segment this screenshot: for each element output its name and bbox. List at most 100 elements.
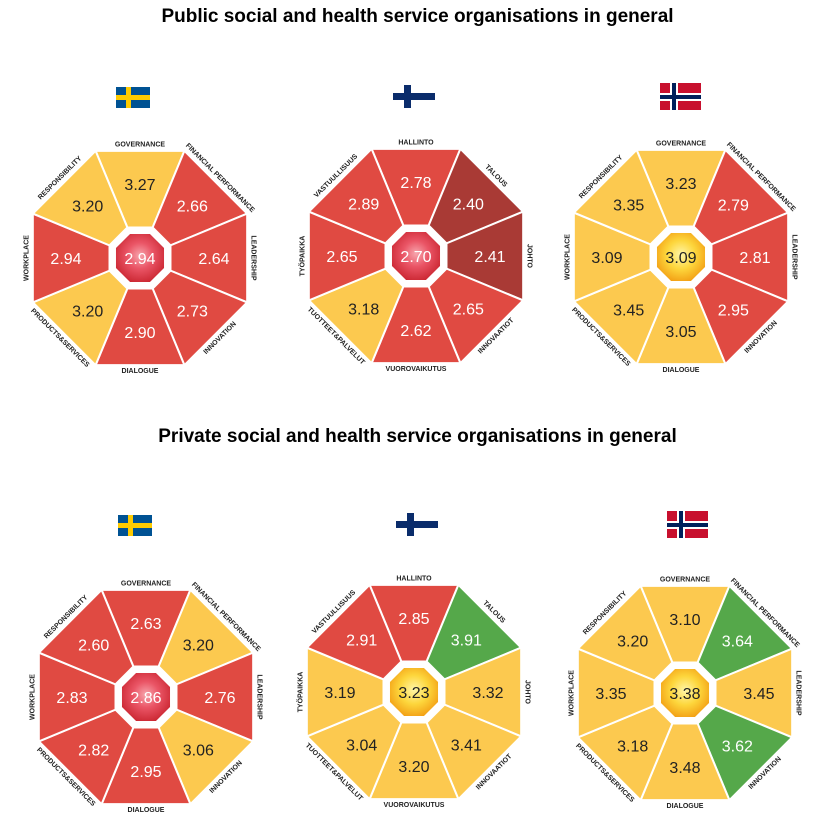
dimension-label-dialogue: DIALOGUE — [667, 803, 704, 810]
segment-responsibility — [31, 149, 129, 247]
sweden-flag — [116, 87, 150, 108]
segment-value: 3.20 — [72, 199, 103, 216]
center-average — [660, 668, 710, 718]
segment-value: 3.45 — [613, 302, 644, 319]
finland-flag — [396, 513, 438, 536]
segment-responsibility — [572, 148, 670, 246]
segment-value: 3.10 — [669, 612, 700, 629]
dimension-label-johto: JOHTO — [525, 244, 532, 269]
center-value: 2.86 — [130, 690, 161, 707]
segment-value: 3.35 — [595, 686, 626, 703]
segment-value: 2.78 — [400, 175, 431, 192]
center-value: 2.70 — [400, 249, 431, 266]
dimension-label-työpaikka: TYÖPAIKKA — [298, 236, 307, 277]
segment-value: 3.35 — [613, 198, 644, 215]
dimension-label-workplace: WORKPLACE — [569, 670, 576, 716]
segment-value: 2.89 — [348, 197, 379, 214]
dimension-label-workplace: WORKPLACE — [30, 674, 37, 720]
segment-value: 2.60 — [78, 638, 109, 655]
segment-value: 2.41 — [474, 249, 505, 266]
segment-value: 2.94 — [50, 251, 81, 268]
center-average — [391, 231, 441, 281]
segment-value: 2.63 — [130, 616, 161, 633]
segment-value: 2.73 — [177, 303, 208, 320]
segment-vastuullisuus — [305, 583, 403, 681]
segment-value: 2.65 — [453, 301, 484, 318]
dimension-label-governance: GOVERNANCE — [115, 142, 166, 149]
segment-value: 3.91 — [451, 633, 482, 650]
segment-value: 2.85 — [398, 611, 429, 628]
segment-value: 3.19 — [324, 685, 355, 702]
segment-value: 3.48 — [669, 760, 700, 777]
segment-value: 2.79 — [718, 198, 749, 215]
dimension-label-dialogue: DIALOGUE — [128, 807, 165, 814]
dimension-label-vuorovaikutus: VUOROVAIKUTUS — [384, 802, 445, 809]
segment-value: 2.95 — [718, 302, 749, 319]
sweden-flag — [118, 515, 152, 536]
segment-value: 2.62 — [400, 323, 431, 340]
dimension-label-governance: GOVERNANCE — [656, 141, 707, 148]
segment-value: 2.65 — [326, 249, 357, 266]
center-average — [656, 232, 706, 282]
dimension-label-governance: GOVERNANCE — [660, 577, 711, 584]
norway-flag — [667, 511, 708, 538]
dimension-label-workplace: WORKPLACE — [24, 235, 31, 281]
segment-value: 3.18 — [348, 301, 379, 318]
segment-value: 3.41 — [451, 737, 482, 754]
dimension-label-governance: GOVERNANCE — [121, 581, 172, 588]
segment-value: 2.95 — [130, 764, 161, 781]
norway-flag — [660, 83, 701, 110]
segment-value: 3.32 — [472, 685, 503, 702]
segment-value: 3.04 — [346, 737, 377, 754]
dimension-label-leadership: LEADERSHIP — [790, 234, 797, 279]
dimension-label-leadership: LEADERSHIP — [794, 670, 801, 715]
segment-value: 3.27 — [124, 177, 155, 194]
dimension-label-dialogue: DIALOGUE — [122, 368, 159, 375]
segment-value: 3.64 — [722, 634, 753, 651]
segment-value: 3.09 — [591, 250, 622, 267]
segment-value: 3.05 — [665, 324, 696, 341]
segment-value: 2.90 — [124, 325, 155, 342]
segment-value: 3.20 — [183, 638, 214, 655]
segment-value: 2.66 — [177, 199, 208, 216]
segment-value: 2.83 — [56, 690, 87, 707]
dimension-label-työpaikka: TYÖPAIKKA — [296, 672, 305, 713]
dimension-label-hallinto: HALLINTO — [398, 140, 434, 147]
center-average — [389, 667, 439, 717]
segment-value: 3.06 — [183, 742, 214, 759]
segment-value: 2.64 — [198, 251, 229, 268]
center-value: 3.38 — [669, 686, 700, 703]
segment-value: 3.20 — [617, 634, 648, 651]
center-average — [115, 233, 165, 283]
segment-value: 2.91 — [346, 633, 377, 650]
segment-value: 2.82 — [78, 742, 109, 759]
section-title-public: Public social and health service organis… — [161, 6, 674, 27]
segment-value: 2.76 — [204, 690, 235, 707]
dimension-label-johto: JOHTO — [523, 680, 530, 705]
segment-value: 3.20 — [72, 303, 103, 320]
center-value: 2.94 — [124, 251, 155, 268]
center-value: 3.09 — [665, 250, 696, 267]
dimension-label-leadership: LEADERSHIP — [249, 235, 256, 280]
center-value: 3.23 — [398, 685, 429, 702]
segment-value: 2.40 — [453, 197, 484, 214]
segment-value: 2.81 — [739, 250, 770, 267]
segment-value: 3.62 — [722, 738, 753, 755]
segment-value: 3.23 — [665, 176, 696, 193]
segment-responsibility — [37, 588, 135, 686]
segment-value: 3.20 — [398, 759, 429, 776]
dimension-label-dialogue: DIALOGUE — [663, 367, 700, 374]
finland-flag — [393, 85, 435, 108]
segment-value: 3.18 — [617, 738, 648, 755]
section-title-private: Private social and health service organi… — [158, 426, 677, 447]
segment-vastuullisuus — [307, 147, 405, 245]
dimension-label-leadership: LEADERSHIP — [255, 674, 262, 719]
segment-value: 3.45 — [743, 686, 774, 703]
